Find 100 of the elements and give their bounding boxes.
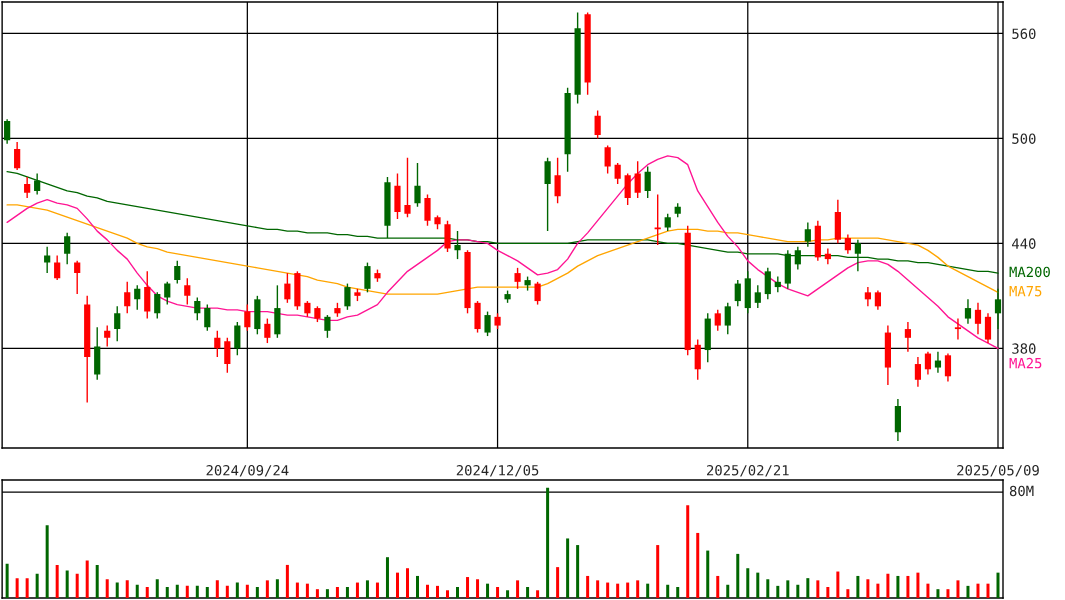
bar xyxy=(315,589,319,598)
bar xyxy=(5,563,9,598)
candlestick xyxy=(244,303,251,332)
candlestick xyxy=(924,351,932,376)
bar xyxy=(155,579,159,598)
bar xyxy=(405,568,409,598)
bar xyxy=(926,583,930,598)
candlestick xyxy=(954,317,962,341)
candlestick xyxy=(124,281,131,315)
bar xyxy=(946,589,950,598)
bar xyxy=(716,575,720,598)
bar xyxy=(636,580,640,598)
bar xyxy=(896,575,900,598)
candlestick xyxy=(514,267,521,290)
bar xyxy=(415,575,419,598)
candlestick xyxy=(844,233,851,255)
bar xyxy=(225,585,229,598)
bar xyxy=(936,589,940,598)
bar xyxy=(626,582,630,598)
bar xyxy=(656,545,660,598)
bar xyxy=(526,586,530,598)
candlestick xyxy=(404,156,411,218)
x-tick-label: 2025/02/21 xyxy=(707,464,789,477)
bar xyxy=(355,582,359,598)
candlestick xyxy=(14,141,21,171)
bar xyxy=(245,584,249,598)
bar xyxy=(666,584,670,598)
bar xyxy=(75,573,79,598)
bar xyxy=(976,583,980,598)
bar xyxy=(85,560,89,598)
bar xyxy=(275,579,279,598)
bar xyxy=(426,584,429,598)
bar xyxy=(325,589,329,598)
candlestick xyxy=(134,284,141,311)
candlestick xyxy=(54,254,61,281)
bar xyxy=(506,590,510,598)
candlestick xyxy=(164,281,171,306)
bar xyxy=(265,580,269,598)
bar xyxy=(776,585,780,598)
candlestick xyxy=(114,305,121,343)
bar xyxy=(175,584,179,598)
bar xyxy=(696,532,700,598)
candlestick xyxy=(604,144,611,175)
bar xyxy=(205,586,209,598)
candlestick xyxy=(874,289,881,311)
bar xyxy=(756,572,760,598)
bar xyxy=(956,580,960,598)
bar xyxy=(686,505,690,598)
bar xyxy=(866,579,870,598)
bar xyxy=(365,580,369,598)
bar xyxy=(436,585,440,598)
bar xyxy=(796,584,800,598)
bar xyxy=(395,572,399,598)
bar xyxy=(836,571,840,598)
candlestick xyxy=(424,193,431,227)
bar xyxy=(45,525,49,598)
bar xyxy=(646,583,650,598)
bar xyxy=(285,564,289,598)
candlestick xyxy=(644,165,651,199)
bar xyxy=(255,586,259,598)
candlestick xyxy=(994,288,1002,330)
candlestick xyxy=(414,162,421,208)
candlestick xyxy=(44,246,51,274)
bar xyxy=(826,586,830,598)
bar xyxy=(345,586,349,598)
bar xyxy=(446,590,450,598)
bar xyxy=(105,579,109,598)
bar xyxy=(586,575,590,598)
bar xyxy=(195,585,199,598)
bar xyxy=(966,585,970,598)
bar xyxy=(706,550,710,598)
bar xyxy=(165,586,169,598)
bar xyxy=(736,553,740,598)
line-series xyxy=(6,155,999,350)
candlestick xyxy=(234,321,241,356)
bar xyxy=(25,578,29,598)
candlestick xyxy=(364,261,371,294)
bar xyxy=(906,575,910,598)
candlestick xyxy=(964,298,972,325)
candlestick xyxy=(734,279,741,308)
bar xyxy=(476,579,480,598)
bar xyxy=(746,568,750,598)
bar xyxy=(616,583,620,598)
bar xyxy=(55,564,59,598)
bar xyxy=(295,582,299,598)
bar xyxy=(15,578,19,598)
candlestick xyxy=(64,232,71,266)
candlestick xyxy=(324,314,331,339)
bar xyxy=(145,586,149,598)
bar xyxy=(35,573,39,598)
bar xyxy=(816,580,820,598)
x-tick-label: 2025/05/09 xyxy=(957,464,1039,477)
candlestick xyxy=(634,160,641,199)
candlestick xyxy=(484,310,491,337)
series-label: MA200 xyxy=(1009,266,1050,278)
bar xyxy=(125,580,129,598)
bar xyxy=(486,583,490,598)
bar xyxy=(385,557,389,598)
bar xyxy=(996,572,1000,598)
ref-line-label: 80M xyxy=(1009,485,1034,497)
